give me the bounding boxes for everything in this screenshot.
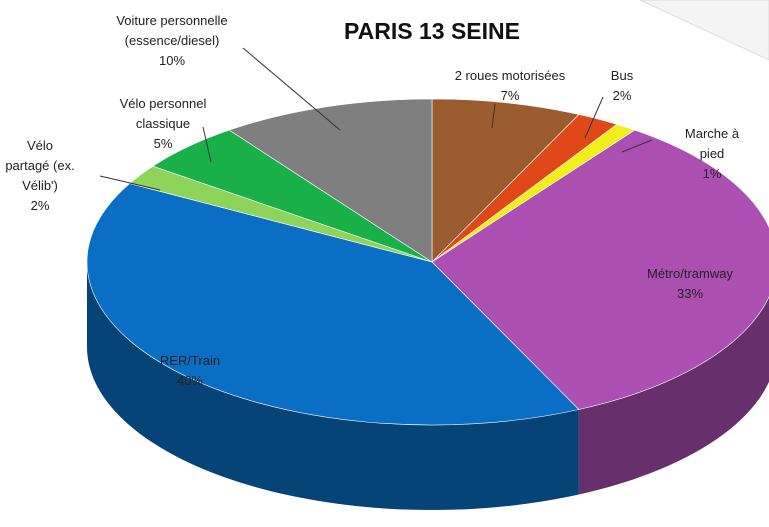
leader-line xyxy=(242,47,341,131)
category-label: Marche à pied xyxy=(684,126,740,161)
leader-line xyxy=(491,103,496,129)
data-label: RER/Train 40% xyxy=(160,351,220,391)
category-label: Vélo partagé (ex. Vélib') xyxy=(5,138,75,193)
value-label: 7% xyxy=(500,88,520,103)
slice-side xyxy=(578,296,769,495)
category-label: 2 roues motorisées xyxy=(454,68,566,83)
value-label: 2% xyxy=(30,198,50,213)
leader-line xyxy=(584,96,604,139)
value-label: 1% xyxy=(702,166,722,181)
slice xyxy=(228,98,433,263)
leader-line xyxy=(99,175,161,191)
slice xyxy=(431,129,769,410)
slice-side xyxy=(87,262,579,510)
slice xyxy=(431,98,580,263)
value-label: 33% xyxy=(676,286,704,301)
leader-line xyxy=(202,126,212,163)
value-label: 40% xyxy=(176,373,204,388)
category-label: RER/Train xyxy=(159,353,221,368)
slice xyxy=(86,183,580,426)
category-label: Bus xyxy=(610,68,634,83)
data-label: Métro/tramway 33% xyxy=(647,264,733,304)
data-label: Voiture personnelle (essence/diesel) 10% xyxy=(116,11,227,71)
pie-sides xyxy=(87,262,769,510)
data-label: Bus 2% xyxy=(611,66,633,106)
page-corner xyxy=(639,0,769,61)
value-label: 2% xyxy=(612,88,632,103)
pie-tops xyxy=(86,98,769,426)
category-label: Métro/tramway xyxy=(647,266,733,281)
value-label: 5% xyxy=(153,136,173,151)
category-label: Voiture personnelle (essence/diesel) xyxy=(116,13,228,48)
chart-title: PARIS 13 SEINE xyxy=(344,18,520,44)
leader-line xyxy=(621,139,653,153)
data-label: Vélo partagé (ex. Vélib') 2% xyxy=(5,136,74,216)
category-label: Vélo personnel classique xyxy=(119,96,207,131)
data-label: Marche à pied 1% xyxy=(684,124,741,184)
data-label: 2 roues motorisées 7% xyxy=(455,66,566,106)
value-label: 10% xyxy=(158,53,186,68)
data-label: Vélo personnel classique 5% xyxy=(120,94,207,154)
